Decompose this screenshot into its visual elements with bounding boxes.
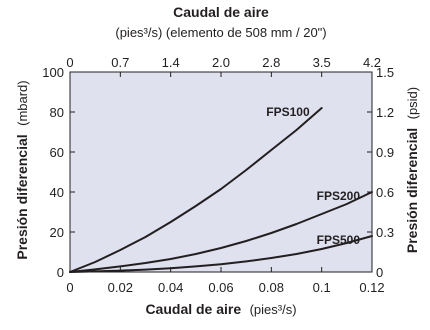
y-axis-right-label: Presión diferencial (psid) <box>404 87 421 253</box>
y2-tick-label: 1.2 <box>376 105 394 120</box>
x2-tick-label: 2.0 <box>212 55 230 70</box>
x2-tick-label: 0.7 <box>111 55 129 70</box>
series-line-fps500 <box>69 235 373 273</box>
y-tick-label: 80 <box>50 105 64 120</box>
y-tick-label: 0 <box>57 265 64 280</box>
x-tick-label: 0.02 <box>108 280 133 295</box>
y-axis-right-label-unit: (psid) <box>405 87 420 120</box>
chart-title: Caudal de aire <box>173 4 269 20</box>
y2-tick-label: 0.3 <box>376 225 394 240</box>
series-label-fps200: FPS200 <box>317 189 361 203</box>
series-label-fps500: FPS500 <box>317 233 361 247</box>
x-tick-label: 0.06 <box>208 280 233 295</box>
y-axis-right-label-bold: Presión diferencial <box>404 128 420 253</box>
series-line-fps100 <box>69 107 323 273</box>
x2-tick-label: 3.5 <box>313 55 331 70</box>
series-label-fps100: FPS100 <box>266 105 310 119</box>
x-axis-label-unit: (pies³/s) <box>250 302 297 317</box>
y-axis-left-label-unit: (mbard) <box>15 80 30 126</box>
x-axis-label-bold: Caudal de aire <box>145 301 241 317</box>
x2-tick-label: 1.4 <box>162 55 180 70</box>
y-tick-label: 20 <box>50 225 64 240</box>
series-layer: FPS100 FPS200 FPS500 <box>69 105 373 273</box>
x2-tick-label: 4.2 <box>363 55 381 70</box>
chart-subtitle: (pies³/s) (elemento de 508 mm / 20") <box>115 25 326 40</box>
x-tick-label: 0.1 <box>313 280 331 295</box>
y-tick-label: 40 <box>50 185 64 200</box>
x-axis-label: Caudal de aire (pies³/s) <box>145 301 296 318</box>
y2-tick-label: 1.5 <box>376 65 394 80</box>
y-tick-label: 60 <box>50 145 64 160</box>
y-axis-left-label: Presión diferencial (mbard) <box>14 80 31 259</box>
x2-tick-label: 0 <box>66 55 73 70</box>
y2-tick-label: 0.9 <box>376 145 394 160</box>
x-tick-label: 0.12 <box>359 280 384 295</box>
y2-tick-label: 0.6 <box>376 185 394 200</box>
x2-tick-label: 2.8 <box>262 55 280 70</box>
x-tick-label: 0 <box>66 280 73 295</box>
x-tick-label: 0.04 <box>158 280 183 295</box>
series-line-fps200 <box>69 191 373 273</box>
y-tick-label: 100 <box>42 65 64 80</box>
x-tick-label: 0.08 <box>259 280 284 295</box>
y-axis-left-label-bold: Presión diferencial <box>14 134 30 259</box>
y2-tick-label: 0 <box>376 265 383 280</box>
ticks-layer: 0 0.02 0.04 0.06 0.08 0.1 0.120 0.7 1.4 2.0 2.8 3.5… <box>42 55 394 295</box>
plot-area <box>69 71 373 273</box>
